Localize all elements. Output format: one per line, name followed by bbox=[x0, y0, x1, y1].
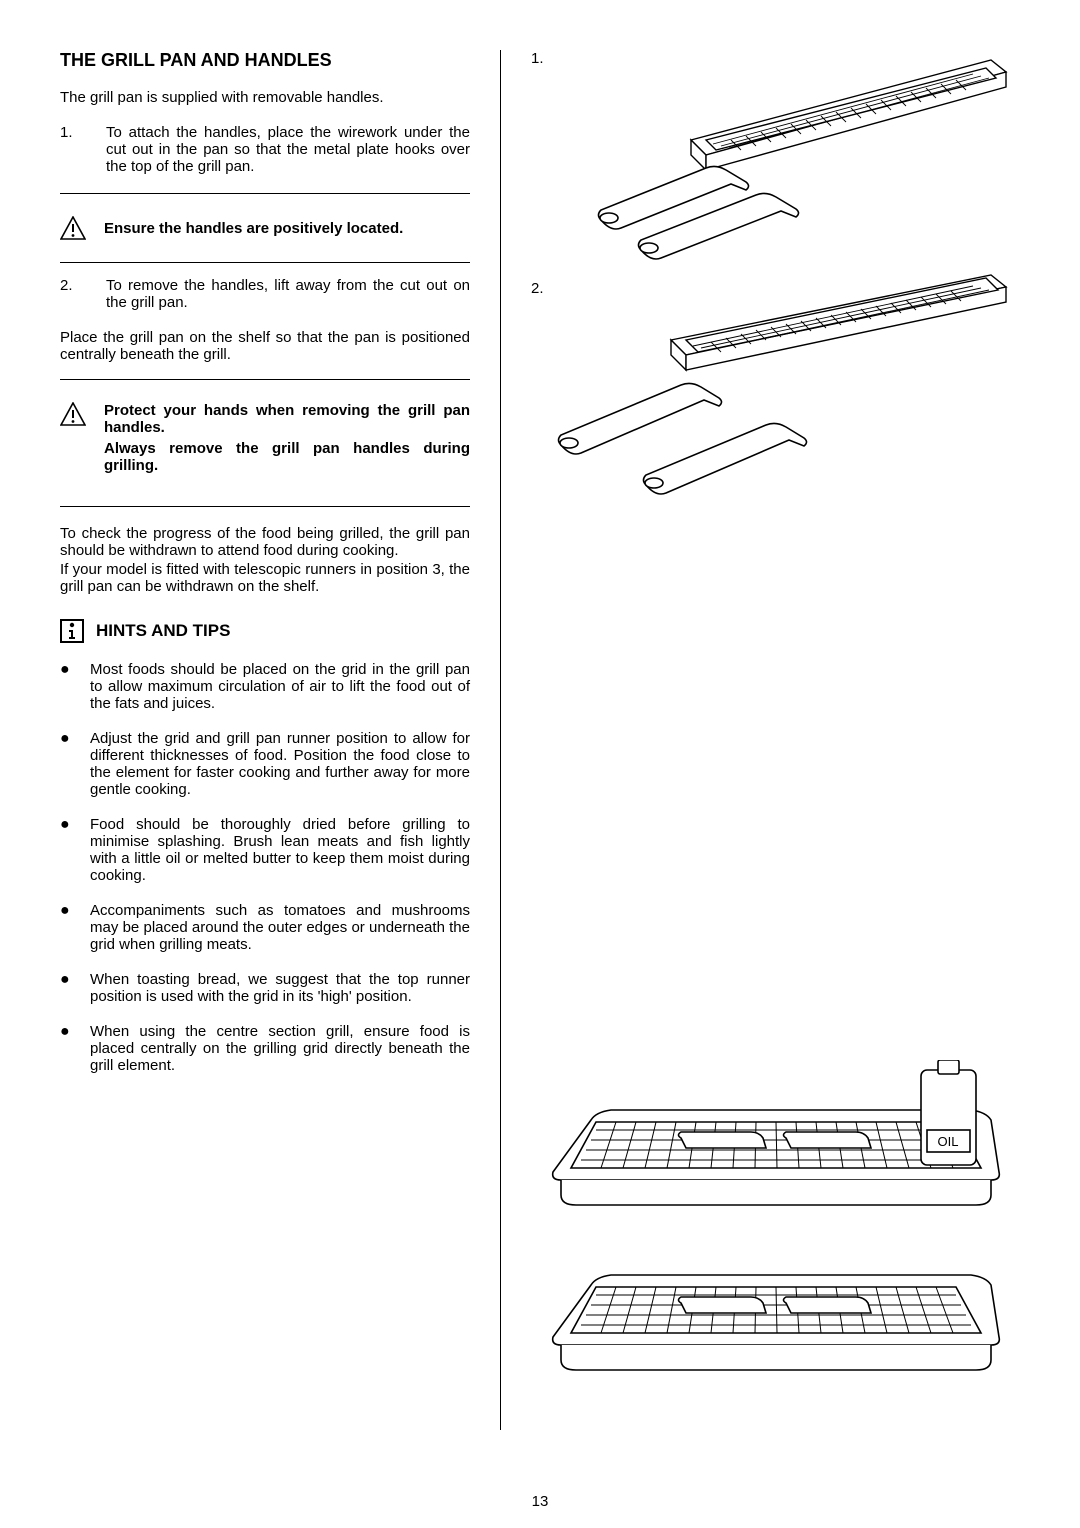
tip-text: Adjust the grid and grill pan runner pos… bbox=[90, 730, 470, 798]
tip-text: When toasting bread, we suggest that the… bbox=[90, 971, 470, 1005]
progress-text-1: To check the progress of the food being … bbox=[60, 525, 470, 559]
right-column: 1. bbox=[500, 50, 1010, 1430]
hints-title: HINTS AND TIPS bbox=[96, 621, 230, 641]
divider bbox=[60, 506, 470, 507]
oil-label: OIL bbox=[938, 1134, 959, 1149]
divider bbox=[60, 262, 470, 263]
step-text: To remove the handles, lift away from th… bbox=[106, 277, 470, 311]
bullet-icon: ● bbox=[60, 730, 90, 798]
placement-text: Place the grill pan on the shelf so that… bbox=[60, 329, 470, 363]
bullet-icon: ● bbox=[60, 902, 90, 953]
tips-list: ●Most foods should be placed on the grid… bbox=[60, 661, 470, 1074]
left-column: THE GRILL PAN AND HANDLES The grill pan … bbox=[60, 50, 500, 1430]
tip-item: ●Accompaniments such as tomatoes and mus… bbox=[60, 902, 470, 953]
warning-triangle-icon bbox=[60, 402, 90, 426]
manual-page: THE GRILL PAN AND HANDLES The grill pan … bbox=[0, 0, 1080, 1528]
step-list: 1. To attach the handles, place the wire… bbox=[60, 124, 470, 175]
hints-heading: HINTS AND TIPS bbox=[60, 619, 470, 643]
info-box-icon bbox=[60, 619, 84, 643]
warning-row-1: Ensure the handles are positively locate… bbox=[60, 202, 470, 254]
tip-item: ●When toasting bread, we suggest that th… bbox=[60, 971, 470, 1005]
warning-text: Ensure the handles are positively locate… bbox=[104, 220, 470, 237]
tip-item: ●Adjust the grid and grill pan runner po… bbox=[60, 730, 470, 798]
tip-text: When using the centre section grill, ens… bbox=[90, 1023, 470, 1074]
bullet-icon: ● bbox=[60, 816, 90, 884]
figure-3-oil-grill: OIL bbox=[541, 1060, 1011, 1240]
warning-text: Always remove the grill pan handles duri… bbox=[104, 440, 470, 474]
intro-text: The grill pan is supplied with removable… bbox=[60, 89, 470, 106]
bullet-icon: ● bbox=[60, 1023, 90, 1074]
tip-text: Accompaniments such as tomatoes and mush… bbox=[90, 902, 470, 953]
divider bbox=[60, 379, 470, 380]
figure-2-grill-pan-remove bbox=[551, 270, 1011, 500]
step-list: 2. To remove the handles, lift away from… bbox=[60, 277, 470, 311]
progress-text-2: If your model is fitted with telescopic … bbox=[60, 561, 470, 595]
figure-4-grill-pan bbox=[541, 1240, 1011, 1400]
warning-block: Always remove the grill pan handles duri… bbox=[104, 440, 470, 498]
tip-text: Most foods should be placed on the grid … bbox=[90, 661, 470, 712]
figure-1-grill-pan-attach bbox=[571, 50, 1011, 260]
warning-text: Protect your hands when removing the gri… bbox=[104, 402, 470, 436]
bullet-icon: ● bbox=[60, 971, 90, 1005]
bullet-icon: ● bbox=[60, 661, 90, 712]
divider bbox=[60, 193, 470, 194]
step-text: To attach the handles, place the wirewor… bbox=[106, 124, 470, 175]
two-column-layout: THE GRILL PAN AND HANDLES The grill pan … bbox=[60, 50, 1020, 1430]
figure-number-2: 2. bbox=[531, 280, 544, 297]
page-number: 13 bbox=[0, 1493, 1080, 1510]
step-number: 2. bbox=[60, 277, 106, 311]
step-2: 2. To remove the handles, lift away from… bbox=[60, 277, 470, 311]
tip-item: ●Food should be thoroughly dried before … bbox=[60, 816, 470, 884]
warning-row-2: Protect your hands when removing the gri… bbox=[60, 388, 470, 440]
step-number: 1. bbox=[60, 124, 106, 175]
figure-number-1: 1. bbox=[531, 50, 544, 67]
tip-item: ●When using the centre section grill, en… bbox=[60, 1023, 470, 1074]
tip-text: Food should be thoroughly dried before g… bbox=[90, 816, 470, 884]
step-1: 1. To attach the handles, place the wire… bbox=[60, 124, 470, 175]
section-title: THE GRILL PAN AND HANDLES bbox=[60, 50, 470, 71]
tip-item: ●Most foods should be placed on the grid… bbox=[60, 661, 470, 712]
warning-triangle-icon bbox=[60, 216, 90, 240]
